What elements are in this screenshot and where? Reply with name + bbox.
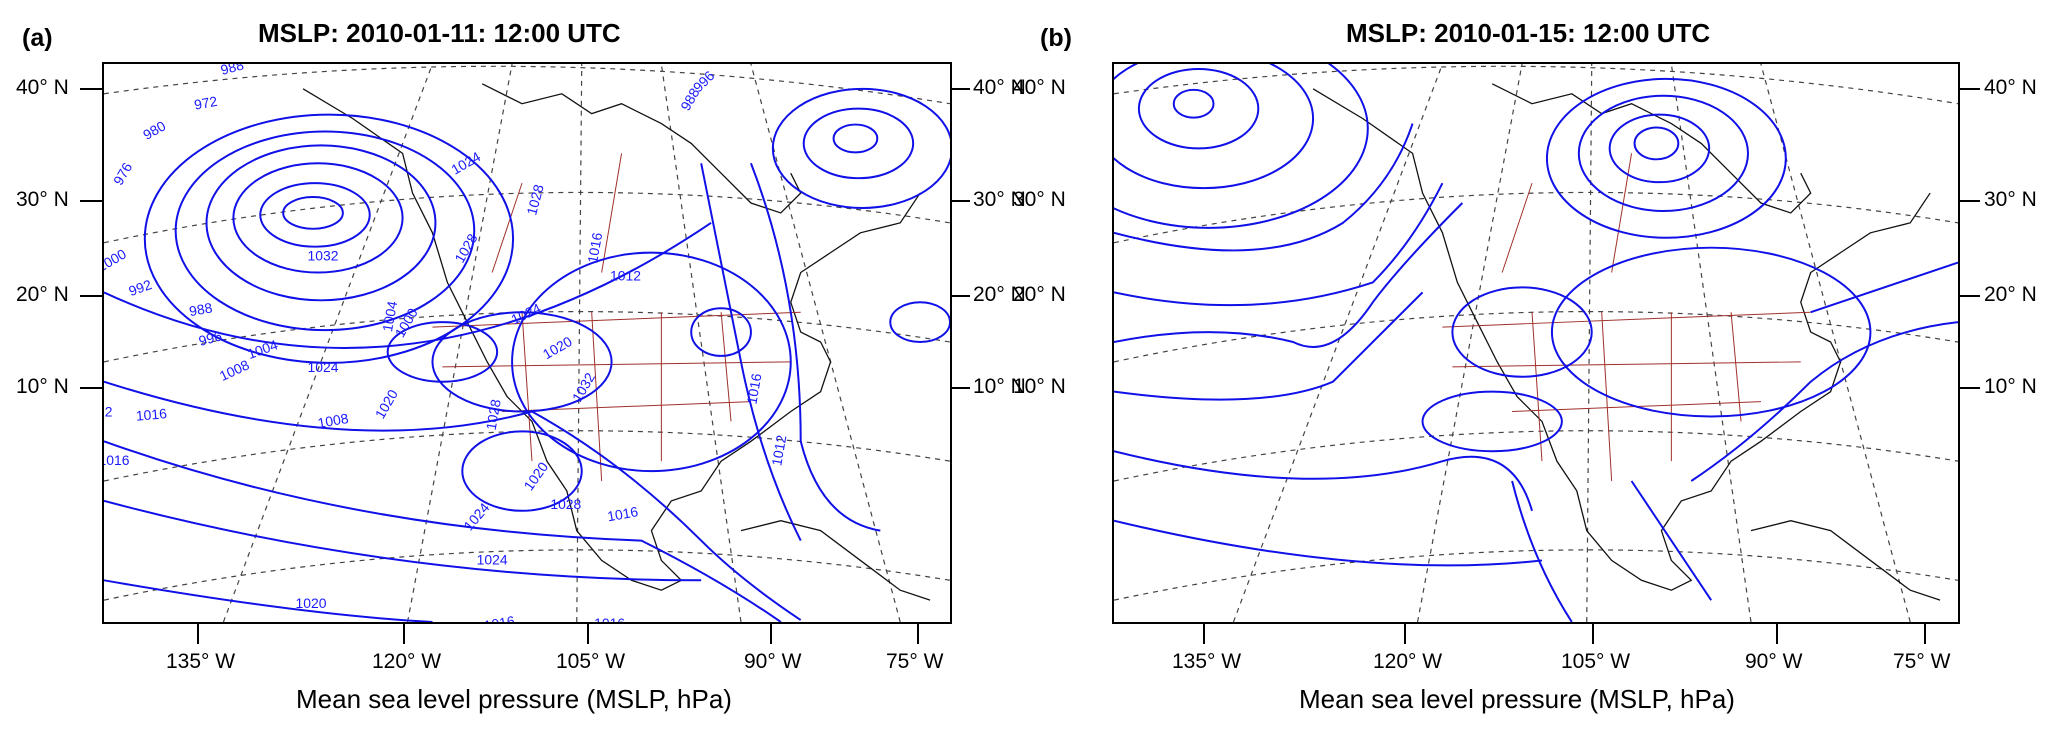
lon-label: 75° W	[1893, 650, 1951, 673]
lon-label: 105° W	[1561, 650, 1631, 673]
lat-label-right: 40° N	[973, 76, 1026, 99]
lat-label-left: 20° N	[1013, 283, 1066, 306]
lat-label-right: 10° N	[1984, 375, 2037, 398]
lon-label: 135° W	[1172, 650, 1242, 673]
contour-label: 1020	[540, 333, 575, 362]
contour-label: 976	[110, 159, 136, 187]
lat-label-right: 30° N	[973, 188, 1026, 211]
contour-label: 1016	[743, 372, 764, 405]
mslp-map: 9889729809769961004992100810009929889961…	[104, 64, 950, 622]
contour-label: 1000	[104, 245, 129, 274]
mslp-map: 9729769961012101610009921008100410121016…	[1114, 64, 1958, 622]
lon-label: 90° W	[1745, 650, 1803, 673]
x-axis-label: Mean sea level pressure (MSLP, hPa)	[296, 684, 732, 714]
contour-label: 1016	[594, 615, 625, 622]
lon-label: 120° W	[372, 650, 442, 673]
contour-label: 1020	[372, 386, 401, 421]
lat-label-left: 10° N	[16, 375, 69, 398]
lon-label: 120° W	[1373, 650, 1443, 673]
contour-label: 1028	[550, 496, 581, 512]
contour-label: 1020	[520, 459, 551, 494]
contour-label: 1028	[523, 182, 547, 216]
contour-label: 1004	[379, 299, 400, 332]
lon-label: 90° W	[744, 650, 802, 673]
contour-label: 1008	[316, 410, 350, 431]
lat-label-left: 30° N	[16, 188, 69, 211]
contour-label: 980	[140, 117, 168, 143]
lon-label: 135° W	[166, 650, 236, 673]
contour-label: 1008	[217, 356, 252, 384]
panel-label: (b)	[1040, 24, 1072, 52]
panel-label: (a)	[22, 24, 53, 52]
contour-label: 1012	[610, 267, 641, 283]
lat-label-left: 40° N	[1013, 76, 1066, 99]
x-axis-label: Mean sea level pressure (MSLP, hPa)	[1299, 684, 1735, 714]
contour-label: 1012	[104, 403, 113, 419]
contour-label: 1024	[477, 551, 508, 567]
contour-label: 1028	[483, 398, 504, 431]
contour-label: 992	[126, 276, 154, 299]
contour-label: 988	[188, 299, 214, 319]
lat-label-right: 20° N	[973, 283, 1026, 306]
contour-label: 1012	[768, 433, 789, 466]
lat-label-left: 20° N	[16, 283, 69, 306]
contour-label: 972	[193, 93, 219, 113]
map-panel-a: (a) MSLP: 2010-01-11: 12:00 UTC 40° N 30…	[0, 0, 1030, 738]
lat-label-left: 10° N	[1013, 375, 1066, 398]
contour-label: 1024	[307, 359, 338, 375]
contour-label: 1016	[584, 231, 605, 264]
lat-label-left: 30° N	[1013, 188, 1066, 211]
contour-label: 1032	[307, 248, 338, 264]
contour-label: 1028	[451, 231, 480, 266]
map-canvas: 9889729809769961004992100810009929889961…	[102, 62, 952, 624]
contour-label: 1016	[104, 452, 130, 468]
map-panel-b: (b) MSLP: 2010-01-15: 12:00 UTC 40° N 30…	[1012, 0, 2042, 738]
map-canvas: 9729769961012101610009921008100410121016…	[1112, 62, 1960, 624]
contour-label: 1024	[448, 148, 483, 177]
lat-label-right: 20° N	[1984, 283, 2037, 306]
panel-title: MSLP: 2010-01-15: 12:00 UTC	[1346, 18, 1711, 48]
panel-title: MSLP: 2010-01-11: 12:00 UTC	[258, 18, 621, 48]
lat-label-right: 30° N	[1984, 188, 2037, 211]
lon-label: 75° W	[886, 650, 944, 673]
contour-label: 996	[197, 327, 224, 349]
contour-label: 1016	[606, 503, 640, 524]
contour-label: 1016	[483, 612, 517, 622]
contour-label: 1016	[135, 405, 168, 424]
lat-label-left: 40° N	[16, 76, 69, 99]
contour-label: 988	[219, 64, 246, 78]
contour-label: 1032	[569, 370, 598, 405]
contour-label: 1020	[296, 595, 327, 611]
lon-label: 105° W	[556, 650, 626, 673]
lat-label-right: 10° N	[973, 375, 1026, 398]
lat-label-right: 40° N	[1984, 76, 2037, 99]
